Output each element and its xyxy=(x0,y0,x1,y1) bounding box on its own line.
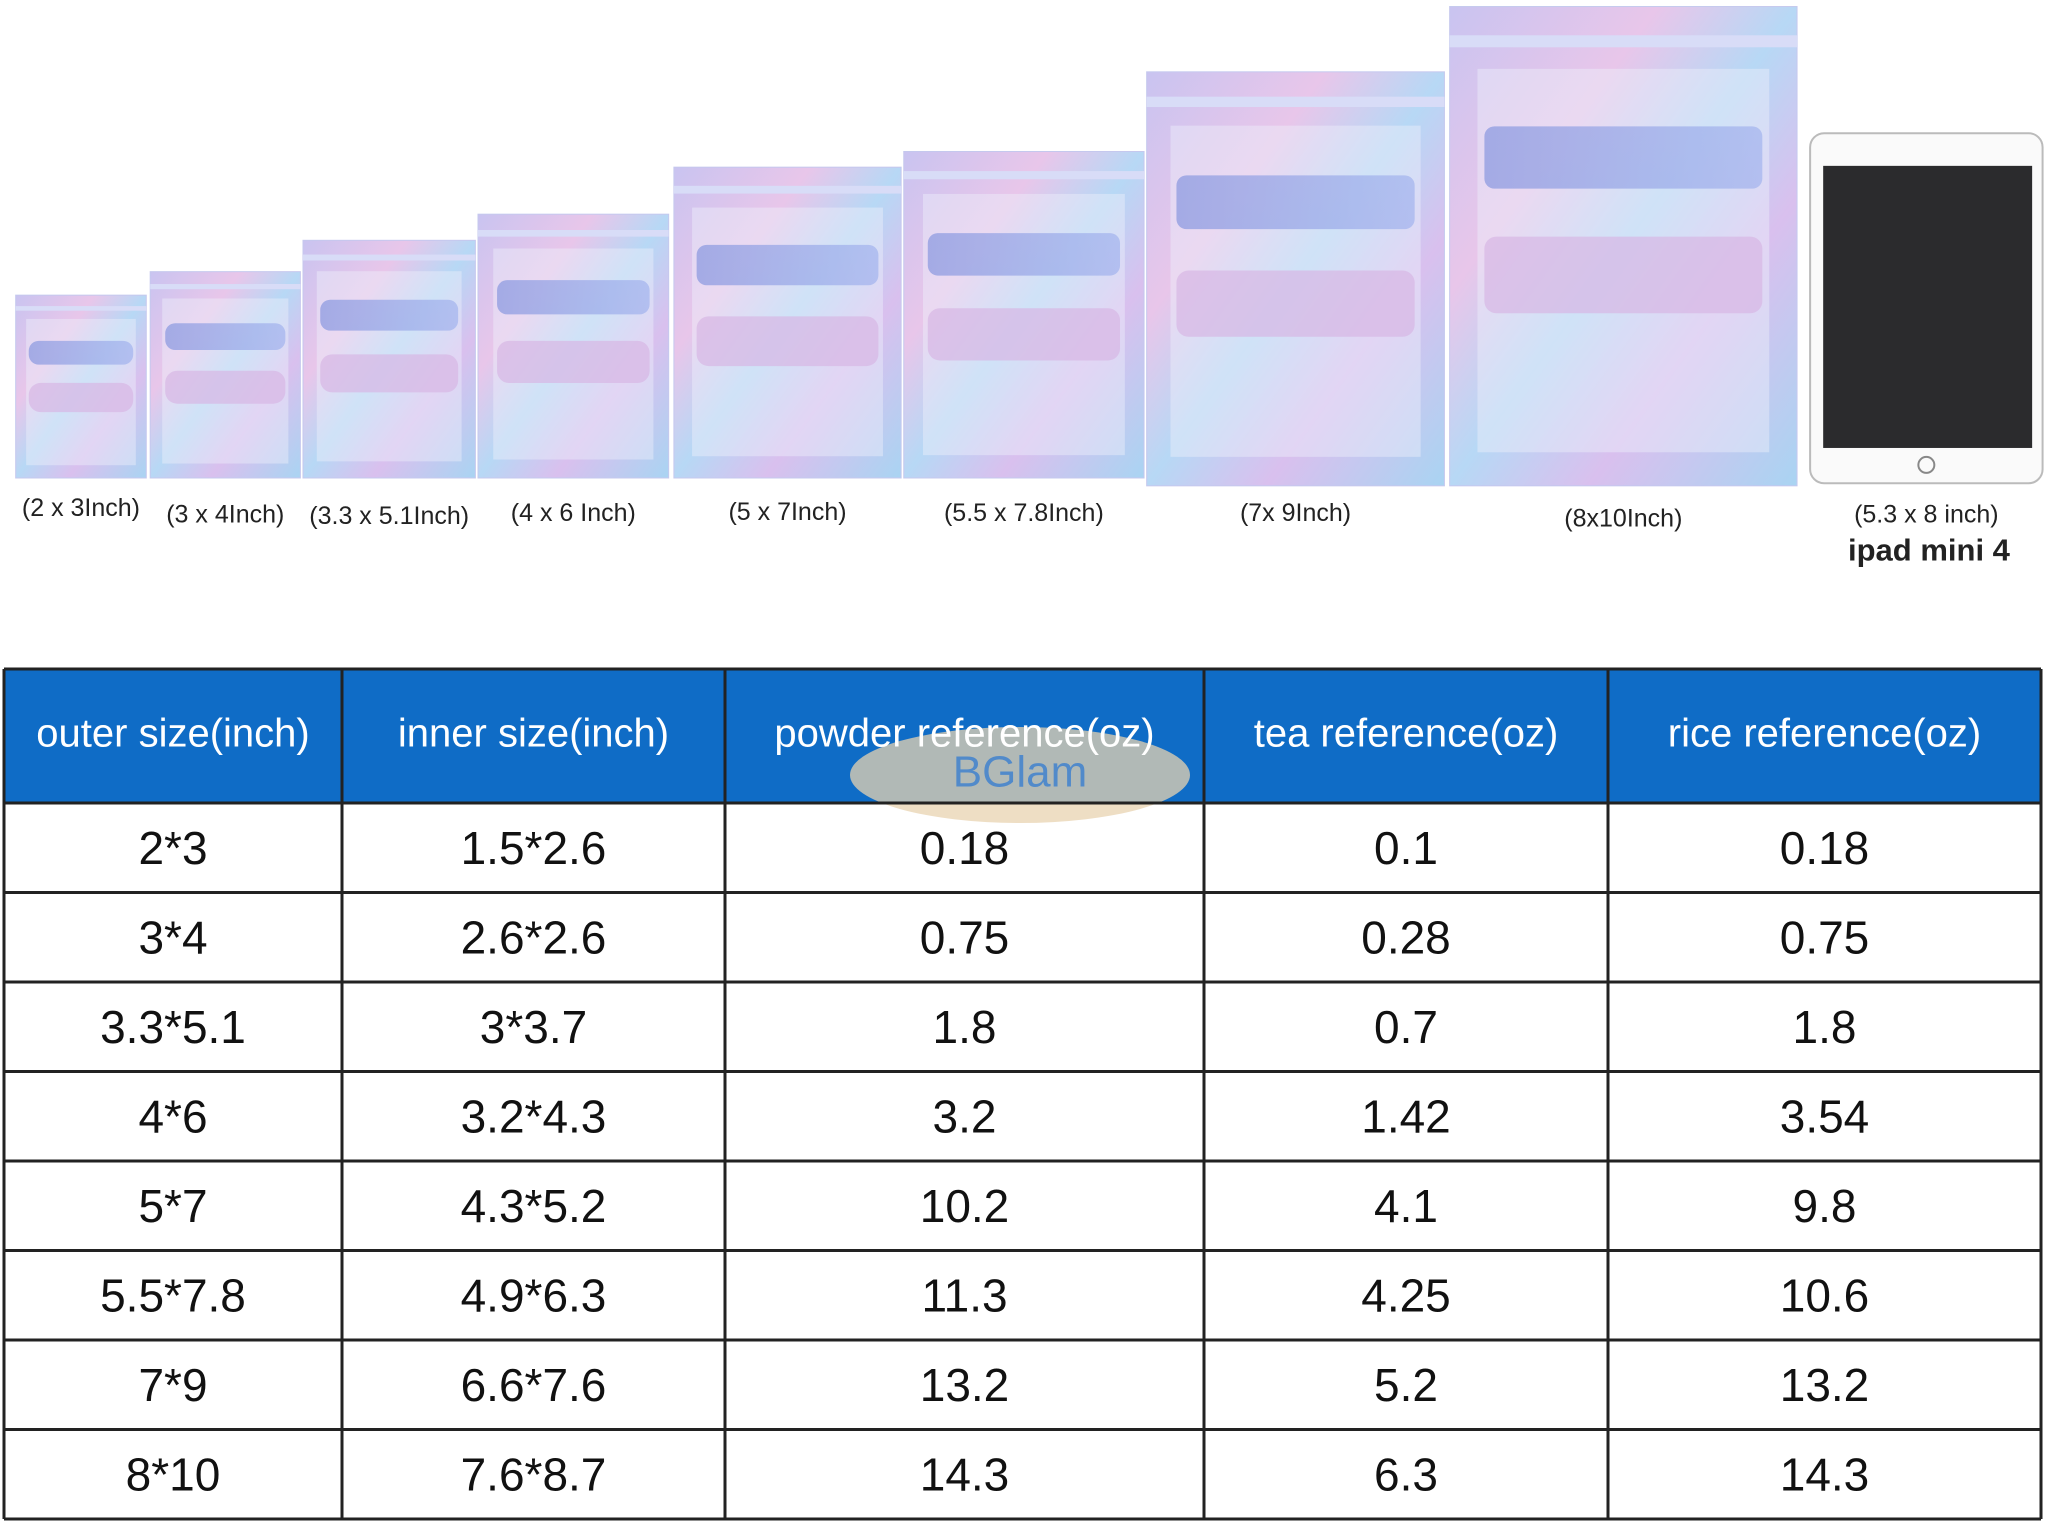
header-cell: inner size(inch) xyxy=(398,712,669,756)
bag-label: (2 x 3Inch) xyxy=(22,494,140,522)
bag-zip xyxy=(1449,35,1798,48)
bag-zip xyxy=(673,185,902,194)
bag-band xyxy=(1176,270,1415,337)
bag-band xyxy=(1176,175,1415,230)
table-cell: 5.2 xyxy=(1374,1359,1438,1411)
table-cell: 3.2 xyxy=(933,1090,997,1142)
bag-zip xyxy=(302,254,476,261)
header-cell: rice reference(oz) xyxy=(1668,712,1981,756)
table-cell: 2.6*2.6 xyxy=(461,911,607,963)
table-cell: 0.75 xyxy=(1780,911,1870,963)
table-cell: 3*3.7 xyxy=(480,1001,587,1053)
table-cell: 10.6 xyxy=(1780,1269,1870,1321)
table-cell: 7*9 xyxy=(138,1359,207,1411)
table-cell: 1.5*2.6 xyxy=(461,822,607,874)
bag-label: (4 x 6 Inch) xyxy=(511,499,636,527)
bag-band xyxy=(696,244,879,286)
table-cell: 4.9*6.3 xyxy=(461,1269,607,1321)
watermark: BGlam xyxy=(953,748,1087,797)
table-cell: 1.8 xyxy=(933,1001,997,1053)
table-cell: 4.3*5.2 xyxy=(461,1180,607,1232)
ipad-size: (5.3 x 8 inch) xyxy=(1854,500,1999,528)
table-cell: 0.7 xyxy=(1374,1001,1438,1053)
table-cell: 6.6*7.6 xyxy=(461,1359,607,1411)
table-cell: 1.8 xyxy=(1793,1001,1857,1053)
bag xyxy=(1449,6,1798,487)
table-cell: 5*7 xyxy=(138,1180,207,1232)
bag-band xyxy=(696,316,879,367)
table-cell: 0.18 xyxy=(1780,822,1870,874)
bag-zip xyxy=(15,306,147,311)
table-cell: 8*10 xyxy=(126,1448,221,1500)
table-cell: 3*4 xyxy=(138,911,207,963)
bag-band xyxy=(320,354,459,393)
bag-label: (7x 9Inch) xyxy=(1240,499,1351,527)
bag-zip xyxy=(903,171,1145,180)
bag-label: (3.3 x 5.1Inch) xyxy=(309,502,469,530)
bag xyxy=(149,271,301,479)
ipad-name: ipad mini 4 xyxy=(1848,533,2011,568)
bag-label: (5 x 7Inch) xyxy=(728,498,846,526)
bag-label: (3 x 4Inch) xyxy=(166,500,284,528)
header-cell: powder reference(oz) xyxy=(774,712,1154,756)
table-cell: 13.2 xyxy=(920,1359,1010,1411)
bag-band xyxy=(165,370,286,404)
table-cell: 4*6 xyxy=(138,1090,207,1142)
bag-band xyxy=(320,299,459,331)
bag-zip xyxy=(477,230,669,237)
table-cell: 3.54 xyxy=(1780,1090,1870,1142)
table-cell: 0.1 xyxy=(1374,822,1438,874)
header-cell: tea reference(oz) xyxy=(1254,712,1559,756)
bag-band xyxy=(28,340,134,365)
table-cell: 6.3 xyxy=(1374,1448,1438,1500)
table-cell: 9.8 xyxy=(1793,1180,1857,1232)
table-cell: 10.2 xyxy=(920,1180,1010,1232)
table-cell: 2*3 xyxy=(138,822,207,874)
bag-band xyxy=(497,340,650,384)
ipad-screen xyxy=(1823,165,2033,448)
bag-band xyxy=(1484,236,1763,314)
bag-band xyxy=(1484,126,1763,189)
bag-band xyxy=(927,233,1121,276)
bag-band xyxy=(927,308,1121,361)
bag-label: (8x10Inch) xyxy=(1564,504,1682,532)
ipad-button xyxy=(1917,455,1936,474)
table-cell: 4.1 xyxy=(1374,1180,1438,1232)
bag-zip xyxy=(150,284,301,290)
bag-band xyxy=(28,382,134,413)
bag-band xyxy=(165,323,286,351)
watermark-bg xyxy=(850,727,1190,823)
table-cell: 11.3 xyxy=(921,1269,1007,1321)
bag xyxy=(1146,71,1445,487)
table-cell: 0.75 xyxy=(920,911,1010,963)
bag xyxy=(673,166,902,479)
bag-label: (5.5 x 7.8Inch) xyxy=(944,499,1104,527)
table-cell: 0.28 xyxy=(1361,911,1451,963)
bag xyxy=(477,213,670,479)
bag xyxy=(15,294,147,479)
table-cell: 7.6*8.7 xyxy=(461,1448,607,1500)
bag-band xyxy=(497,280,650,315)
table-cell: 4.25 xyxy=(1361,1269,1451,1321)
bag-zip xyxy=(1146,96,1445,108)
bag xyxy=(903,150,1145,479)
table-cell: 3.2*4.3 xyxy=(461,1090,607,1142)
table-cell: 14.3 xyxy=(1780,1448,1870,1500)
table-cell: 13.2 xyxy=(1780,1359,1870,1411)
table-cell: 1.42 xyxy=(1361,1090,1451,1142)
table-cell: 3.3*5.1 xyxy=(100,1001,246,1053)
table-cell: 5.5*7.8 xyxy=(100,1269,246,1321)
bag xyxy=(302,239,476,479)
header-cell: outer size(inch) xyxy=(36,712,309,756)
table-cell: 14.3 xyxy=(920,1448,1010,1500)
table-cell: 0.18 xyxy=(920,822,1010,874)
